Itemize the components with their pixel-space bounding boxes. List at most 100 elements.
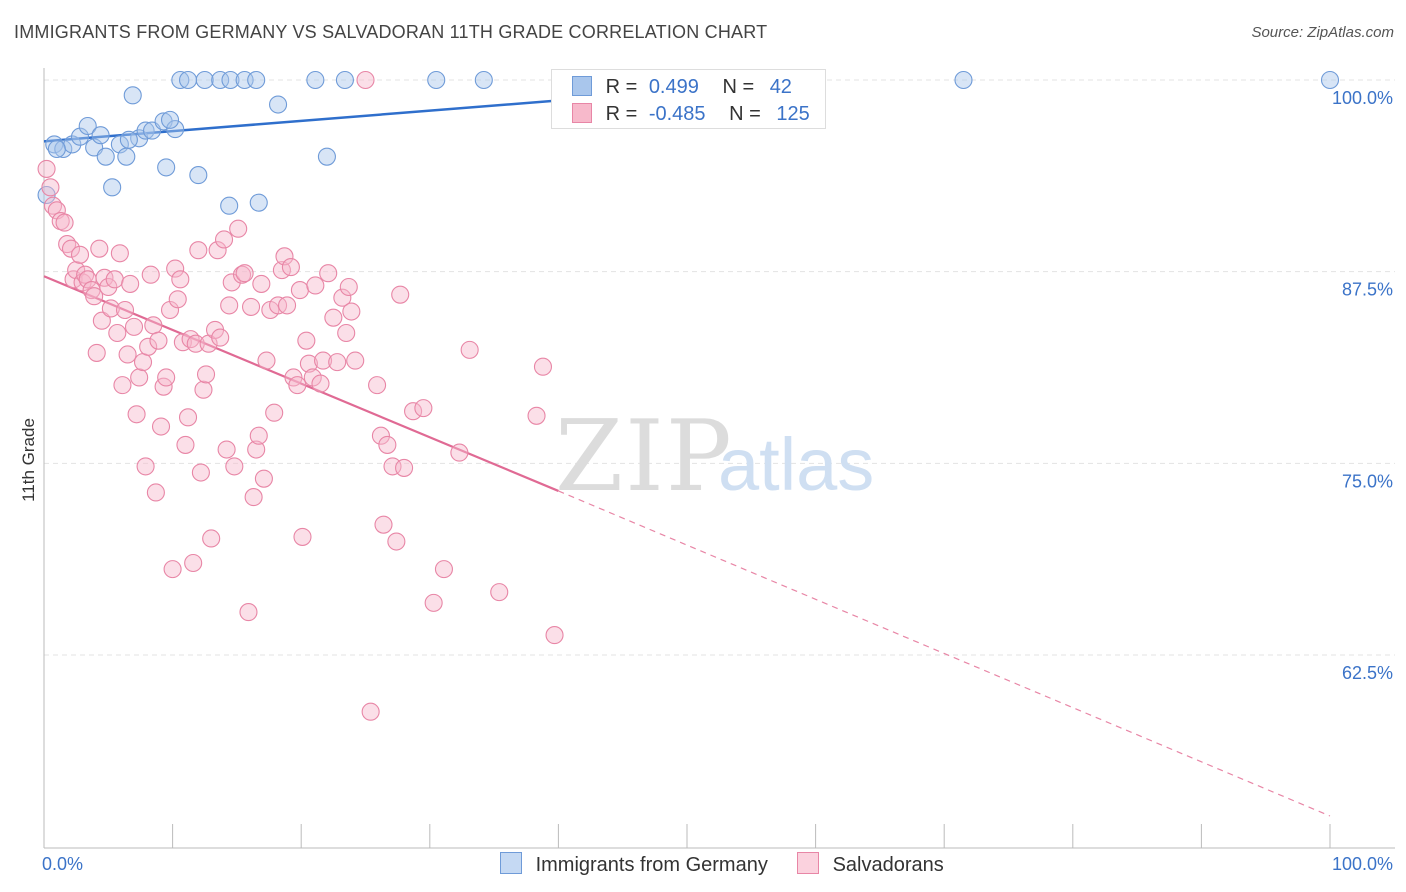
- grid-lines: [44, 79, 1395, 656]
- salvadoran-point: [235, 264, 254, 283]
- germany-point: [269, 95, 288, 114]
- germany-point: [335, 70, 354, 90]
- salvadoran-point: [346, 351, 365, 370]
- salvadoran-point: [118, 345, 137, 364]
- salvadoran-point: [108, 323, 127, 343]
- salvadoran-point: [110, 244, 129, 263]
- salvadoran-point: [141, 265, 160, 284]
- salvadoran-point: [146, 483, 165, 502]
- salvadoran-point: [252, 274, 271, 293]
- salvadoran-point: [217, 440, 236, 459]
- salvadoran-point: [55, 213, 74, 232]
- salvadoran-point: [247, 440, 266, 459]
- data-points: [37, 70, 1340, 721]
- salvadoran-point: [387, 532, 406, 551]
- salvadoran-trend-line: [43, 275, 559, 492]
- germany-point: [47, 139, 66, 159]
- salvadoran-point: [225, 457, 244, 476]
- germany-point: [178, 70, 198, 90]
- stats-row-salvadorans: R = -0.485 N = 125: [572, 103, 810, 126]
- salvadoran-point: [545, 626, 564, 645]
- n-label: N =: [722, 76, 755, 98]
- watermark: ZIP atlas: [555, 400, 874, 514]
- x-tick-label: 0.0%: [42, 854, 83, 874]
- salvadoran-point: [157, 368, 176, 387]
- salvadoran-point: [527, 406, 546, 425]
- germany-point: [1320, 70, 1340, 90]
- germany-point: [119, 130, 138, 149]
- salvadoran-point: [278, 296, 297, 315]
- salvadoran-point: [288, 376, 307, 395]
- salvadorans-swatch: [572, 103, 592, 123]
- salvadoran-point: [275, 247, 294, 266]
- salvadoran-point: [99, 277, 118, 297]
- salvadoran-point: [361, 702, 380, 721]
- germany-point: [123, 86, 142, 105]
- salvadoran-point: [113, 376, 132, 395]
- salvadoran-point: [176, 435, 195, 454]
- y-tick-label: 87.5%: [1342, 280, 1393, 300]
- salvadoran-point: [368, 376, 387, 395]
- germany-point: [54, 139, 73, 159]
- legend-germany-label: Immigrants from Germany: [535, 854, 768, 876]
- watermark-atlas: atlas: [718, 423, 874, 506]
- salvadoran-point: [127, 405, 146, 424]
- source-label: Source: ZipAtlas.com: [1251, 24, 1394, 41]
- salvadoran-point: [166, 259, 185, 278]
- salvadoran-point: [136, 457, 155, 476]
- germany-point: [427, 70, 446, 90]
- salvadoran-point: [214, 230, 234, 249]
- salvadoran-point: [163, 560, 182, 579]
- salvadoran-point: [460, 340, 479, 359]
- salvadoran-point: [189, 241, 208, 260]
- salvadoran-point: [92, 311, 111, 330]
- germany-point: [195, 70, 214, 90]
- salvadoran-point: [191, 463, 210, 482]
- salvadoran-point: [115, 300, 135, 320]
- legend-salvadorans-swatch: [797, 852, 819, 874]
- germany-point: [317, 147, 336, 166]
- salvadoran-point: [281, 258, 300, 277]
- salvadoran-point: [85, 287, 104, 306]
- salvadoran-point: [374, 515, 393, 534]
- salvadoran-point: [87, 343, 106, 362]
- salvadoran-point: [371, 426, 390, 445]
- salvadoran-point: [378, 435, 397, 454]
- tick-labels: 100.0% 87.5% 75.0% 62.5% 0.0% 100.0%: [42, 88, 1393, 874]
- salvadoran-point: [324, 308, 343, 327]
- salvadoran-point: [121, 274, 140, 293]
- salvadoran-point: [414, 399, 433, 418]
- salvadorans-r-value: -0.485: [648, 103, 706, 125]
- germany-point: [221, 70, 240, 90]
- salvadoran-point: [178, 408, 198, 427]
- salvadoran-point: [391, 285, 410, 304]
- salvadoran-point: [290, 281, 309, 300]
- salvadoran-point: [37, 159, 56, 178]
- x-tick-label: 100.0%: [1332, 854, 1393, 874]
- salvadoran-point: [171, 270, 190, 289]
- salvadoran-point: [61, 239, 81, 258]
- salvadoran-point: [222, 273, 241, 292]
- germany-point: [96, 147, 115, 166]
- salvadoran-point: [533, 357, 553, 376]
- y-tick-label: 62.5%: [1342, 663, 1393, 683]
- germany-point: [220, 196, 239, 215]
- salvadoran-point: [434, 560, 453, 579]
- axes: [43, 68, 1395, 849]
- salvadoran-point: [293, 527, 312, 546]
- y-tick-label: 75.0%: [1342, 471, 1393, 491]
- salvadoran-point: [124, 317, 144, 336]
- salvadoran-point: [311, 374, 330, 393]
- y-axis-label: 11th Grade: [19, 418, 38, 502]
- legend-item-salvadorans: Salvadorans: [797, 852, 944, 877]
- salvadoran-point: [339, 277, 358, 297]
- salvadoran-point: [424, 593, 443, 612]
- salvadoran-point: [186, 334, 205, 353]
- germany-point: [103, 178, 122, 197]
- salvadoran-point: [208, 241, 227, 260]
- germany-point: [166, 120, 185, 139]
- salvadoran-point: [404, 402, 423, 421]
- y-tick-label: 100.0%: [1332, 88, 1393, 108]
- stats-legend: R = 0.499 N = 42 R = -0.485 N = 125: [551, 69, 826, 129]
